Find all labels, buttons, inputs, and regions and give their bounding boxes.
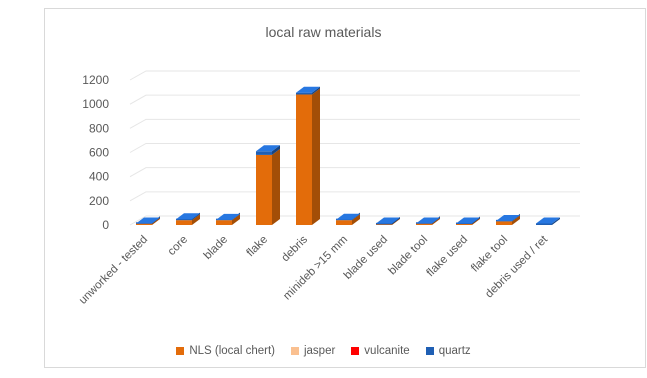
bar-stack — [536, 217, 560, 225]
gridline — [129, 191, 580, 202]
legend-item: vulcanite — [351, 345, 410, 357]
legend-label: NLS (local chert) — [189, 345, 275, 357]
bar-side — [152, 217, 160, 225]
bar-nls-local-chert- — [176, 220, 192, 225]
bar-top — [296, 86, 320, 93]
bar-top — [216, 213, 240, 220]
y-tick-label: 1000 — [82, 97, 109, 111]
bar-side — [272, 148, 280, 225]
bar-side — [352, 214, 360, 225]
bar-nls-local-chert- — [336, 220, 352, 225]
gridline — [129, 167, 580, 178]
x-category-label: blade used — [342, 234, 390, 282]
x-category-label: debris — [279, 233, 310, 264]
bar-nls-local-chert- — [256, 154, 272, 225]
bar-stack — [496, 213, 520, 225]
bar-top — [456, 217, 480, 224]
bar-stack — [376, 216, 400, 225]
chart-frame — [44, 8, 646, 368]
bar-side — [312, 86, 320, 95]
bar-quartz — [536, 223, 552, 225]
bar-quartz — [256, 151, 272, 155]
gridline — [129, 118, 580, 129]
bar-side — [232, 214, 240, 225]
bar-side — [312, 88, 320, 225]
y-tick-label: 1200 — [82, 73, 109, 87]
bar-top — [176, 213, 200, 220]
bar-nls-local-chert- — [136, 223, 152, 225]
x-category-label: blade — [202, 234, 230, 262]
bar-top — [416, 217, 440, 224]
bar-top — [536, 217, 560, 224]
x-category-label: core — [166, 234, 190, 258]
gridline — [129, 70, 580, 81]
bar-side — [512, 215, 520, 225]
bar-stack — [216, 212, 240, 225]
gridline — [129, 94, 580, 105]
bar-quartz — [176, 218, 192, 221]
legend-label: vulcanite — [364, 345, 410, 357]
bar-stack — [416, 216, 440, 225]
y-tick-label: 600 — [89, 146, 109, 160]
legend-item: jasper — [290, 345, 336, 357]
bar-side — [192, 214, 200, 225]
y-tick-label: 200 — [89, 194, 109, 208]
legend-label: jasper — [303, 345, 336, 357]
bar-side — [272, 145, 280, 155]
bar-top — [496, 215, 520, 222]
bar-nls-local-chert- — [416, 223, 432, 225]
bar-nls-local-chert- — [296, 94, 312, 225]
x-category-label: flake tool — [469, 234, 510, 275]
legend-label: quartz — [438, 345, 471, 357]
gridlines — [129, 70, 580, 226]
bar-stack — [296, 86, 320, 225]
bar-side — [552, 217, 560, 225]
bar-nls-local-chert- — [496, 221, 512, 225]
gridline — [129, 215, 580, 226]
bar-stack — [176, 212, 200, 225]
bar-top — [136, 217, 160, 224]
bar-top — [336, 213, 360, 220]
chart-title: local raw materials — [265, 24, 382, 40]
bar-stack — [136, 216, 160, 225]
legend-swatch — [176, 347, 185, 355]
bar-side — [432, 217, 440, 225]
bar-quartz — [376, 222, 392, 225]
gridline — [129, 143, 580, 153]
legend-swatch — [351, 347, 360, 355]
bar-top — [256, 145, 280, 152]
x-category-label: flake — [244, 234, 270, 260]
legend-swatch — [290, 347, 299, 355]
legend-swatch — [425, 347, 434, 355]
y-tick-label: 400 — [89, 170, 109, 184]
bar-stack — [456, 216, 480, 225]
bar-quartz — [296, 92, 312, 95]
bar-top — [376, 217, 400, 224]
x-axis-labels: unworked - tested core blade flake debrismin… — [77, 233, 551, 307]
bar-stack — [256, 145, 280, 225]
legend: NLS (local chert) jasper vulcanite quartz — [0, 345, 647, 357]
legend-item: quartz — [425, 345, 471, 357]
bar-nls-local-chert- — [216, 220, 232, 225]
y-tick-label: 800 — [89, 121, 109, 135]
x-category-label: flake used — [425, 234, 471, 280]
y-tick-label: 0 — [102, 218, 109, 232]
y-axis-ticks: 0 200 400 600 800 1000 1200 — [82, 73, 109, 232]
bar-stack — [336, 212, 360, 225]
bars — [136, 86, 560, 225]
bar-nls-local-chert- — [456, 223, 472, 225]
legend-item: NLS (local chert) — [176, 345, 275, 357]
x-category-label: unworked - tested — [77, 234, 150, 307]
